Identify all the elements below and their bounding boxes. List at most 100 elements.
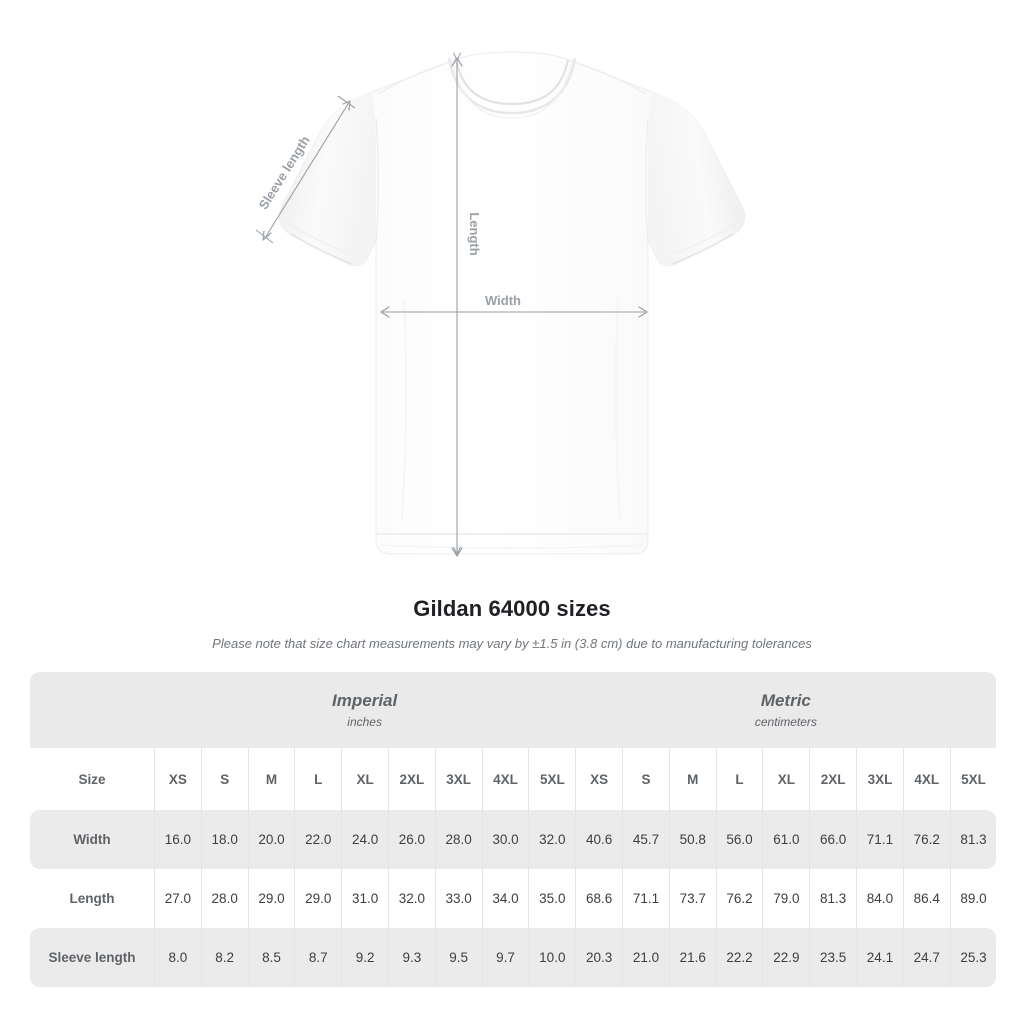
sleeve-arrow-bottom-head <box>262 230 272 241</box>
tshirt-illustration: Width Length Sleeve length <box>255 51 746 557</box>
column-header-metric-xl: XL <box>762 748 810 810</box>
cell-sleeve-length-imperial-xs: 8.0 <box>154 928 201 987</box>
cell-length-metric-l: 76.2 <box>715 869 763 928</box>
tolerance-note: Please note that size chart measurements… <box>212 636 812 651</box>
unit-group-name: Metric <box>760 690 811 710</box>
cell-sleeve-length-imperial-5xl: 10.0 <box>528 928 576 987</box>
unit-group-metric: Metric centimeters <box>575 672 997 748</box>
unit-group-name: Imperial <box>332 690 398 710</box>
title-block: Gildan 64000 sizes Please note that size… <box>0 596 1024 651</box>
cell-sleeve-length-imperial-3xl: 9.5 <box>434 928 482 987</box>
cell-length-imperial-3xl: 33.0 <box>434 869 482 928</box>
column-header-metric-2xl: 2XL <box>809 748 857 810</box>
cell-length-metric-4xl: 86.4 <box>902 869 950 928</box>
cell-length-imperial-5xl: 35.0 <box>528 869 576 928</box>
table-row: Length 27.0 28.0 29.0 29.0 31.0 32.0 33.0 34.0 35… <box>30 869 997 928</box>
unit-banner-spacer <box>30 672 154 748</box>
cell-sleeve-length-metric-5xl: 25.3 <box>949 928 997 987</box>
cell-length-metric-3xl: 84.0 <box>856 869 903 928</box>
column-header-metric-s: S <box>622 748 669 810</box>
sleeve-tick-top <box>337 95 356 109</box>
unit-group-imperial: Imperial inches <box>154 672 576 748</box>
cell-width-imperial-5xl: 32.0 <box>528 810 576 869</box>
column-header-size: Size <box>30 748 154 810</box>
page-title: Gildan 64000 sizes <box>413 596 611 621</box>
row-label-sleeve-length: Sleeve length <box>30 928 154 987</box>
column-header-imperial-5xl: 5XL <box>528 748 576 810</box>
cell-length-imperial-4xl: 34.0 <box>481 869 529 928</box>
cell-width-imperial-xs: 16.0 <box>154 810 201 869</box>
sleeve-length-arrow <box>264 103 349 239</box>
column-header-imperial-3xl: 3XL <box>434 748 482 810</box>
sleeve-tick-bottom <box>255 229 274 244</box>
cell-length-imperial-l: 29.0 <box>294 869 342 928</box>
column-header-imperial-2xl: 2XL <box>387 748 435 810</box>
length-arrow-top-head <box>451 57 463 67</box>
cell-sleeve-length-imperial-4xl: 9.7 <box>481 928 529 987</box>
column-header-imperial-l: L <box>294 748 342 810</box>
cell-sleeve-length-metric-3xl: 24.1 <box>856 928 903 987</box>
cell-length-imperial-xs: 27.0 <box>154 869 201 928</box>
length-label: Length <box>467 212 482 255</box>
cell-width-imperial-2xl: 26.0 <box>387 810 435 869</box>
cell-sleeve-length-metric-xs: 20.3 <box>575 928 623 987</box>
column-header-metric-l: L <box>715 748 763 810</box>
cell-length-imperial-2xl: 32.0 <box>387 869 435 928</box>
cell-width-metric-xs: 40.6 <box>575 810 623 869</box>
cell-width-imperial-xl: 24.0 <box>341 810 388 869</box>
width-label: Width <box>485 293 521 308</box>
cell-width-metric-4xl: 76.2 <box>902 810 950 869</box>
cell-sleeve-length-metric-s: 21.0 <box>622 928 669 987</box>
column-header-imperial-m: M <box>247 748 295 810</box>
table-row: Width 16.0 18.0 20.0 22.0 24.0 26.0 28.0 30.0 32.… <box>30 810 997 869</box>
cell-length-imperial-xl: 31.0 <box>341 869 388 928</box>
size-chart-table: Imperial inches Metric centimeters Size XS S M L… <box>30 672 997 987</box>
cell-length-metric-2xl: 81.3 <box>809 869 857 928</box>
column-header-metric-3xl: 3XL <box>856 748 903 810</box>
cell-sleeve-length-metric-m: 21.6 <box>668 928 716 987</box>
sleeve-arrow-top-head <box>342 100 351 111</box>
cell-length-imperial-m: 29.0 <box>247 869 295 928</box>
cell-width-imperial-3xl: 28.0 <box>434 810 482 869</box>
cell-length-metric-m: 73.7 <box>668 869 716 928</box>
cell-length-metric-s: 71.1 <box>622 869 669 928</box>
cell-length-metric-5xl: 89.0 <box>949 869 997 928</box>
cell-width-metric-3xl: 71.1 <box>856 810 903 869</box>
cell-width-metric-xl: 61.0 <box>762 810 810 869</box>
cell-width-imperial-m: 20.0 <box>247 810 295 869</box>
table-row: Sleeve length 8.0 8.2 8.5 8.7 9.2 9.3 9.5 9.7 10.… <box>30 928 997 987</box>
column-header-imperial-xs: XS <box>154 748 201 810</box>
cell-sleeve-length-imperial-2xl: 9.3 <box>387 928 435 987</box>
width-arrow-right-head <box>638 306 648 318</box>
cell-width-imperial-l: 22.0 <box>294 810 342 869</box>
cell-sleeve-length-imperial-l: 8.7 <box>294 928 342 987</box>
row-label-width: Width <box>30 810 154 869</box>
cell-width-metric-s: 45.7 <box>622 810 669 869</box>
tshirt-body <box>278 51 746 555</box>
cell-width-metric-l: 56.0 <box>715 810 763 869</box>
size-header-row: Size XS S M L XL 2XL 3XL 4XL 5XL XS S M L XL 2XL 3XL 4XL 5… <box>30 748 997 810</box>
length-arrow-bottom-head <box>451 547 463 557</box>
unit-banner-row: Imperial inches Metric centimeters <box>30 672 997 748</box>
cell-sleeve-length-imperial-xl: 9.2 <box>341 928 388 987</box>
column-header-imperial-s: S <box>200 748 248 810</box>
cell-sleeve-length-imperial-m: 8.5 <box>247 928 295 987</box>
cell-width-imperial-s: 18.0 <box>200 810 248 869</box>
cell-sleeve-length-metric-4xl: 24.7 <box>902 928 950 987</box>
cell-width-metric-m: 50.8 <box>668 810 716 869</box>
cell-length-metric-xl: 79.0 <box>762 869 810 928</box>
column-header-metric-5xl: 5XL <box>949 748 997 810</box>
cell-length-metric-xs: 68.6 <box>575 869 623 928</box>
column-header-imperial-4xl: 4XL <box>481 748 529 810</box>
column-header-metric-xs: XS <box>575 748 623 810</box>
cell-width-imperial-4xl: 30.0 <box>481 810 529 869</box>
cell-width-metric-2xl: 66.0 <box>809 810 857 869</box>
column-header-imperial-xl: XL <box>341 748 388 810</box>
cell-sleeve-length-imperial-s: 8.2 <box>200 928 248 987</box>
size-chart-table-wrapper: Imperial inches Metric centimeters Size XS S M L… <box>30 672 997 987</box>
cell-sleeve-length-metric-l: 22.2 <box>715 928 763 987</box>
tshirt-diagram: Width Length Sleeve length <box>255 51 746 557</box>
unit-group-subtitle: inches <box>347 715 382 730</box>
cell-sleeve-length-metric-xl: 22.9 <box>762 928 810 987</box>
width-arrow-left-head <box>380 306 390 318</box>
